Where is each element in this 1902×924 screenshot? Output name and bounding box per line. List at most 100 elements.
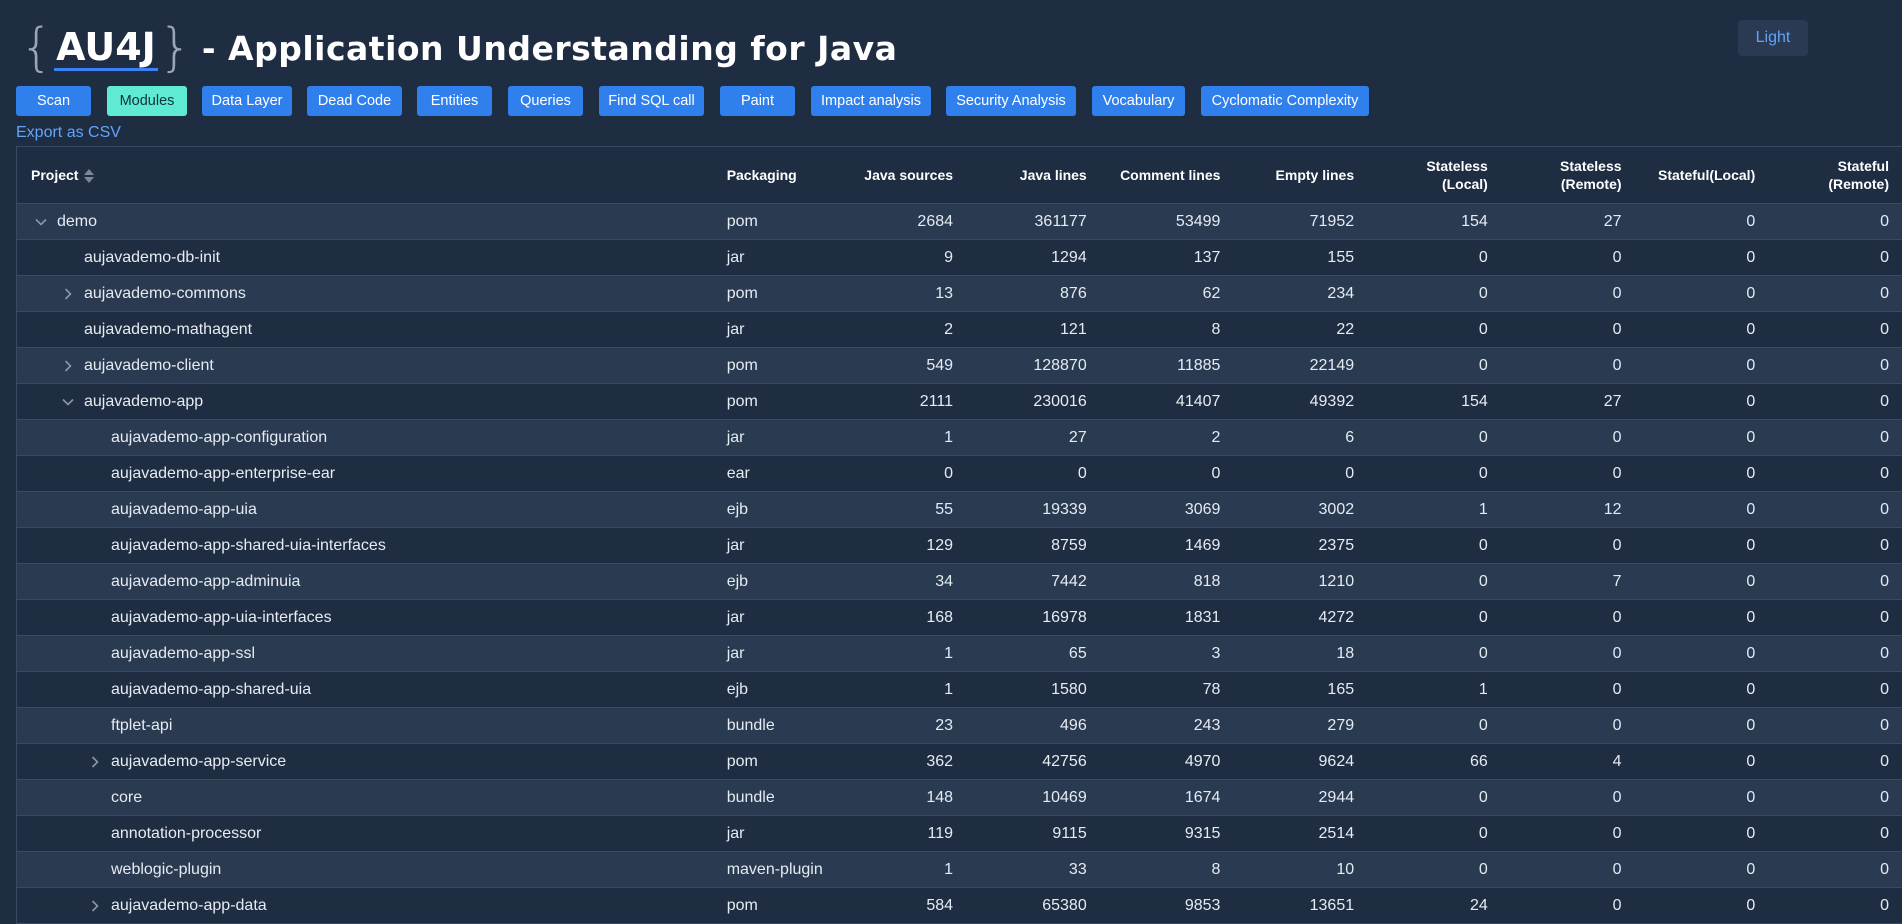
java-lines-cell: 65 [967, 635, 1101, 672]
table-row[interactable]: aujavademo-db-init jar 9 1294 137 155 0 0 0 0 [17, 239, 1902, 276]
column-header-stateful-remote: Stateful (Remote) [1769, 147, 1902, 204]
empty-lines-cell: 22149 [1234, 347, 1369, 384]
table-row[interactable]: aujavademo-commons pom 13 876 62 234 0 0 0 0 [17, 275, 1902, 312]
comment-lines-cell: 8 [1100, 311, 1235, 348]
stateful-remote-cell: 0 [1769, 671, 1902, 708]
table-row[interactable]: aujavademo-app-data pom 584 65380 9853 13651 2… [17, 887, 1902, 924]
sort-icon[interactable] [84, 169, 95, 184]
column-header-label: Stateless [1560, 158, 1622, 174]
table-row[interactable]: aujavademo-app-service pom 362 42756 4970 962… [17, 743, 1902, 780]
project-cell-content: aujavademo-app-data [31, 896, 699, 916]
table-row[interactable]: core bundle 148 10469 1674 2944 0 0 0 0 [17, 779, 1902, 816]
chevron-down-icon[interactable] [58, 392, 78, 412]
logo-brace-close: } [158, 18, 192, 78]
comment-lines-cell: 53499 [1100, 203, 1235, 240]
stateless-local-cell: 0 [1368, 239, 1502, 276]
packaging-cell: pom [712, 743, 834, 780]
column-header-label: Java sources [864, 167, 954, 183]
table-row[interactable]: aujavademo-app-shared-uia ejb 1 1580 78 165 1 0… [17, 671, 1902, 708]
java-lines-cell: 8759 [967, 527, 1101, 564]
app-header: { AU4J } - Application Understanding for… [20, 22, 897, 74]
stateless-local-cell: 0 [1368, 275, 1502, 312]
security-analysis-button[interactable]: Security Analysis [946, 86, 1076, 116]
find-sql-call-button[interactable]: Find SQL call [599, 86, 704, 116]
table-row[interactable]: aujavademo-app-ssl jar 1 65 3 18 0 0 0 0 [17, 635, 1902, 672]
cyclomatic-complexity-button[interactable]: Cyclomatic Complexity [1201, 86, 1369, 116]
table-row[interactable]: weblogic-plugin maven-plugin 1 33 8 10 0 0 0 0 [17, 851, 1902, 888]
stateless-local-cell: 0 [1368, 707, 1502, 744]
java-sources-cell: 1 [833, 635, 968, 672]
stateless-remote-cell: 0 [1501, 635, 1636, 672]
packaging-cell: pom [712, 383, 834, 420]
impact-analysis-button[interactable]: Impact analysis [811, 86, 931, 116]
table-row[interactable]: aujavademo-app-uia-interfaces jar 168 16978… [17, 599, 1902, 636]
stateful-remote-cell: 0 [1769, 311, 1902, 348]
scan-button[interactable]: Scan [16, 86, 91, 116]
java-sources-cell: 13 [833, 275, 968, 312]
stateful-remote-cell: 0 [1769, 887, 1902, 924]
stateless-local-cell: 0 [1368, 527, 1502, 564]
comment-lines-cell: 2 [1100, 419, 1235, 456]
chevron-right-icon[interactable] [58, 284, 78, 304]
tree-spacer [85, 608, 105, 628]
project-name: aujavademo-app-adminuia [111, 572, 301, 590]
empty-lines-cell: 3002 [1234, 491, 1369, 528]
table-row[interactable]: aujavademo-app-configuration jar 1 27 2 6 0 0 0 0 [17, 419, 1902, 456]
modules-button[interactable]: Modules [107, 86, 187, 116]
export-csv-link[interactable]: Export as CSV [16, 124, 121, 141]
java-lines-cell: 128870 [967, 347, 1101, 384]
table-row[interactable]: aujavademo-client pom 549 128870 11885 22149 0… [17, 347, 1902, 384]
project-name: aujavademo-app-data [111, 896, 267, 914]
stateful-local-cell: 0 [1635, 347, 1770, 384]
table-row[interactable]: annotation-processor jar 119 9115 9315 2514 0 0… [17, 815, 1902, 852]
empty-lines-cell: 49392 [1234, 383, 1369, 420]
stateless-remote-cell: 0 [1501, 599, 1636, 636]
project-cell: aujavademo-app-uia-interfaces [17, 599, 713, 636]
chevron-right-icon[interactable] [85, 752, 105, 772]
entities-button[interactable]: Entities [417, 86, 492, 116]
project-cell-content: aujavademo-db-init [31, 248, 699, 268]
java-sources-cell: 362 [833, 743, 968, 780]
table-row[interactable]: aujavademo-app pom 2111 230016 41407 49392 154… [17, 383, 1902, 420]
theme-toggle-button[interactable]: Light [1738, 20, 1808, 56]
chevron-right-icon[interactable] [85, 896, 105, 916]
data-layer-button[interactable]: Data Layer [202, 86, 292, 116]
vocabulary-button[interactable]: Vocabulary [1092, 86, 1185, 116]
stateful-remote-cell: 0 [1769, 455, 1902, 492]
column-header-sublabel: (Remote) [1828, 176, 1889, 192]
column-header-label: Stateful [1837, 158, 1889, 174]
table-row[interactable]: ftplet-api bundle 23 496 243 279 0 0 0 0 [17, 707, 1902, 744]
chevron-down-icon[interactable] [31, 212, 51, 232]
table-row[interactable]: aujavademo-app-uia ejb 55 19339 3069 3002 1 12 0… [17, 491, 1902, 528]
project-cell-content: aujavademo-app [31, 392, 699, 412]
column-header-label: Comment lines [1120, 167, 1221, 183]
table-row[interactable]: aujavademo-app-shared-uia-interfaces jar 1… [17, 527, 1902, 564]
java-sources-cell: 129 [833, 527, 968, 564]
column-header-project[interactable]: Project [17, 147, 713, 204]
project-cell-content: aujavademo-app-shared-uia [31, 680, 699, 700]
java-sources-cell: 1 [833, 671, 968, 708]
comment-lines-cell: 243 [1100, 707, 1235, 744]
java-lines-cell: 121 [967, 311, 1101, 348]
tree-spacer [85, 788, 105, 808]
empty-lines-cell: 6 [1234, 419, 1369, 456]
stateless-remote-cell: 7 [1501, 563, 1636, 600]
table-row[interactable]: demo pom 2684 361177 53499 71952 154 27 0 0 [17, 203, 1902, 240]
tree-spacer [58, 320, 78, 340]
comment-lines-cell: 78 [1100, 671, 1235, 708]
stateful-remote-cell: 0 [1769, 383, 1902, 420]
chevron-right-icon[interactable] [58, 356, 78, 376]
table-row[interactable]: aujavademo-mathagent jar 2 121 8 22 0 0 0 0 [17, 311, 1902, 348]
dead-code-button[interactable]: Dead Code [307, 86, 402, 116]
table-header-row: Project Packaging Java sources Java lines Co… [17, 147, 1902, 204]
project-cell: aujavademo-app-shared-uia [17, 671, 713, 708]
paint-button[interactable]: Paint [720, 86, 795, 116]
queries-button[interactable]: Queries [508, 86, 583, 116]
column-header-java-sources: Java sources [833, 147, 968, 204]
project-cell-content: aujavademo-mathagent [31, 320, 699, 340]
table-row[interactable]: aujavademo-app-adminuia ejb 34 7442 818 1210 0… [17, 563, 1902, 600]
java-lines-cell: 1294 [967, 239, 1101, 276]
modules-table-container: Project Packaging Java sources Java lines Co… [16, 146, 1902, 924]
table-row[interactable]: aujavademo-app-enterprise-ear ear 0 0 0 0 0 0 0 0 [17, 455, 1902, 492]
packaging-cell: jar [712, 527, 834, 564]
